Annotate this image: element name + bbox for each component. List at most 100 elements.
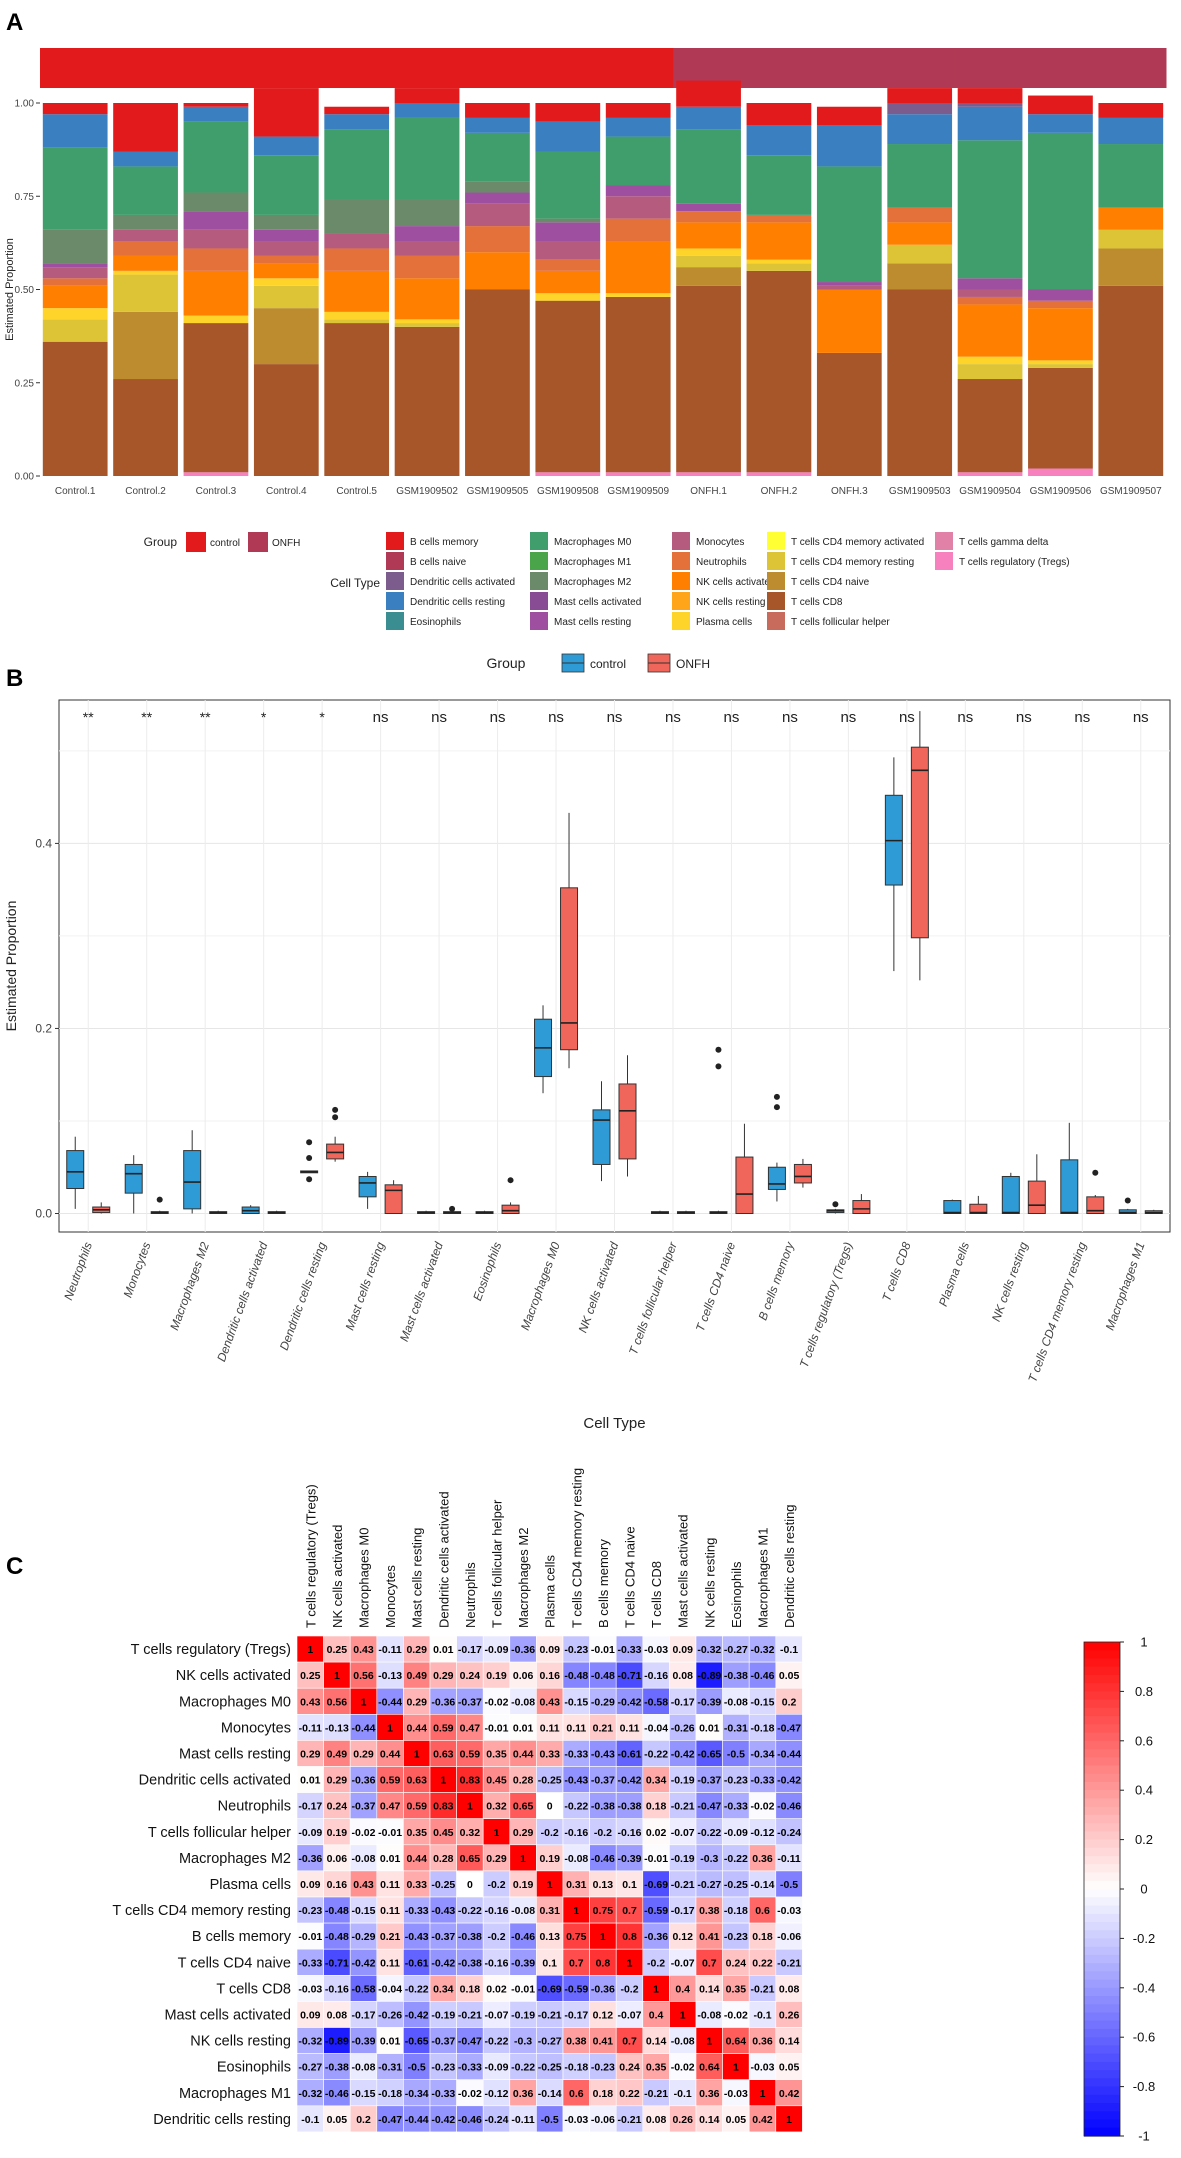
heatmap-cell-value: 0.1	[542, 1957, 557, 1969]
box-control-mast-cells-resting	[358, 1175, 377, 1198]
x-tick-label: ONFH.2	[761, 486, 798, 497]
colorbar-band	[1084, 1666, 1120, 1676]
bar-segment-macrophages-m0	[113, 166, 178, 215]
colorbar-band	[1084, 2086, 1120, 2096]
bar-segment-mast-cells-resting	[253, 229, 319, 242]
colorbar-band	[1084, 2004, 1120, 2014]
legend-cell-label-t-cells-regulatory-tregs: T cells regulatory (Tregs)	[959, 557, 1070, 568]
group-strip-control-2	[110, 48, 182, 88]
heatmap-cell-value: -0.34	[751, 1748, 775, 1760]
heatmap-cell-value: -0.36	[352, 1775, 376, 1787]
colorbar-band	[1084, 1979, 1120, 1989]
colorbar-band	[1084, 1806, 1120, 1816]
heatmap-cell-value: 0.56	[353, 1670, 374, 1682]
heatmap-cell-value: 0.02	[486, 1983, 507, 1995]
heatmap-cell	[669, 1896, 697, 1924]
colorbar-band	[1084, 1740, 1120, 1750]
x-tick-label: T cells regulatory (Tregs)	[797, 1240, 855, 1369]
heatmap-cell-value: -0.03	[298, 1983, 322, 1995]
heatmap-cell-value: -0.39	[352, 2036, 376, 2048]
x-tick-label: Monocytes	[121, 1240, 154, 1299]
heatmap-cell	[775, 2027, 803, 2054]
colorbar-band	[1084, 2037, 1120, 2047]
heatmap-cell-value: 0.64	[726, 2036, 747, 2048]
bar-segment-neutrophils	[1028, 300, 1093, 309]
heatmap-cell-value: 0	[547, 1801, 553, 1813]
heatmap-cell-value: 0.08	[327, 2009, 348, 2021]
bar-segment-macrophages-m2	[535, 218, 601, 223]
heatmap-cell-value: -0.01	[378, 1827, 402, 1839]
heatmap-cell-value: 0.24	[726, 1957, 747, 1969]
outlier-onfh-dendritic-cells-resting	[332, 1106, 339, 1113]
heatmap-cell-value: -0.46	[511, 1931, 535, 1943]
heatmap-cell	[482, 2053, 511, 2081]
heatmap-cell-value: 0.49	[406, 1670, 427, 1682]
legend-cell-label-dendritic-cells-resting: Dendritic cells resting	[410, 597, 505, 608]
colorbar-band	[1084, 1831, 1120, 1841]
heatmap-cell	[589, 1714, 617, 1741]
colorbar-band	[1084, 1732, 1120, 1742]
heatmap-cell	[456, 2027, 484, 2054]
heatmap-cell	[376, 1635, 404, 1663]
heatmap-cell	[615, 2027, 644, 2054]
bar-segment-plasma-cells	[605, 293, 671, 297]
heatmap-cell-value: 0.44	[406, 1853, 427, 1865]
heatmap-cell	[429, 1948, 457, 1976]
heatmap-cell	[722, 1975, 750, 2002]
row-label-macrophages-m1: Macrophages M1	[179, 2086, 291, 2102]
heatmap-cell	[323, 1740, 351, 1767]
heatmap-cell-value: -0.01	[485, 1722, 509, 1734]
heatmap-cell	[642, 1635, 670, 1663]
heatmap-cell-value: 0.4	[649, 2009, 664, 2021]
bar-segment-nk-cells-activated	[465, 252, 530, 290]
heatmap-cell-value: 0.29	[513, 1827, 534, 1839]
bar-segment-mast-cells-resting	[183, 211, 249, 230]
heatmap-cell	[695, 1922, 723, 1950]
bar-segment-neutrophils	[113, 241, 178, 256]
heatmap-cell	[562, 1844, 590, 1872]
heatmap-cell	[589, 1766, 617, 1793]
heatmap-cell	[615, 1922, 644, 1950]
bar-segment-dendritic-cells-activated	[957, 103, 1023, 107]
heatmap-cell-value: -0.43	[431, 1905, 455, 1917]
heatmap-cell-value: 0.28	[433, 1853, 454, 1865]
heatmap-cell-value: 0.26	[779, 2009, 800, 2021]
heatmap-cell	[748, 1896, 777, 1924]
x-tick-label: GSM1909507	[1100, 486, 1162, 497]
heatmap-cell	[642, 1714, 670, 1741]
x-tick-label: Plasma cells	[936, 1240, 972, 1308]
x-tick-label: T cells CD4 memory resting	[1025, 1240, 1089, 1384]
bar-segment-plasma-cells	[42, 308, 108, 320]
colorbar-band	[1084, 1757, 1120, 1767]
heatmap-cell-value: -0.08	[564, 1853, 588, 1865]
heatmap-cell-value: 0.65	[513, 1801, 534, 1813]
box-onfh-t-cells-regulatory-tregs	[852, 1200, 871, 1214]
bar-segment-mast-cells-resting	[535, 222, 601, 242]
colorbar-tick-label: 0.2	[1135, 1832, 1153, 1847]
heatmap-cell	[669, 1922, 697, 1950]
x-tick-label: GSM1909505	[467, 486, 529, 497]
heatmap-cell	[589, 1818, 617, 1846]
heatmap-cell-value: 0.56	[327, 1696, 348, 1708]
bar-segment-t-cells-cd8	[605, 296, 671, 473]
heatmap-cell-value: -0.22	[724, 1853, 748, 1865]
colorbar-band	[1084, 2061, 1120, 2071]
heatmap-cell	[642, 1922, 670, 1950]
heatmap-cell-value: 1	[334, 1670, 340, 1682]
heatmap-cell-value: -0.19	[671, 1775, 695, 1787]
heatmap-cell-value: 0.24	[619, 2062, 640, 2074]
bar-segment-t-cells-cd8	[746, 270, 812, 473]
heatmap-cell-value: -0.5	[780, 1879, 798, 1891]
colorbar-band	[1084, 1773, 1120, 1783]
heatmap-cell-value: 0.2	[356, 2114, 371, 2126]
heatmap-cell	[429, 2105, 457, 2133]
bar-segment-t-cells-cd4-memory-resting	[746, 263, 812, 271]
heatmap-cell	[615, 1740, 644, 1767]
colorbar-band	[1084, 2078, 1120, 2088]
heatmap-cell	[296, 1975, 324, 2002]
colorbar-band	[1084, 1814, 1120, 1824]
heatmap-cell-value: -0.48	[325, 1905, 349, 1917]
heatmap-cell	[429, 1714, 457, 1741]
legend-cell-swatch-dendritic-cells-resting	[386, 592, 404, 610]
heatmap-cell-value: 0.29	[300, 1748, 321, 1760]
